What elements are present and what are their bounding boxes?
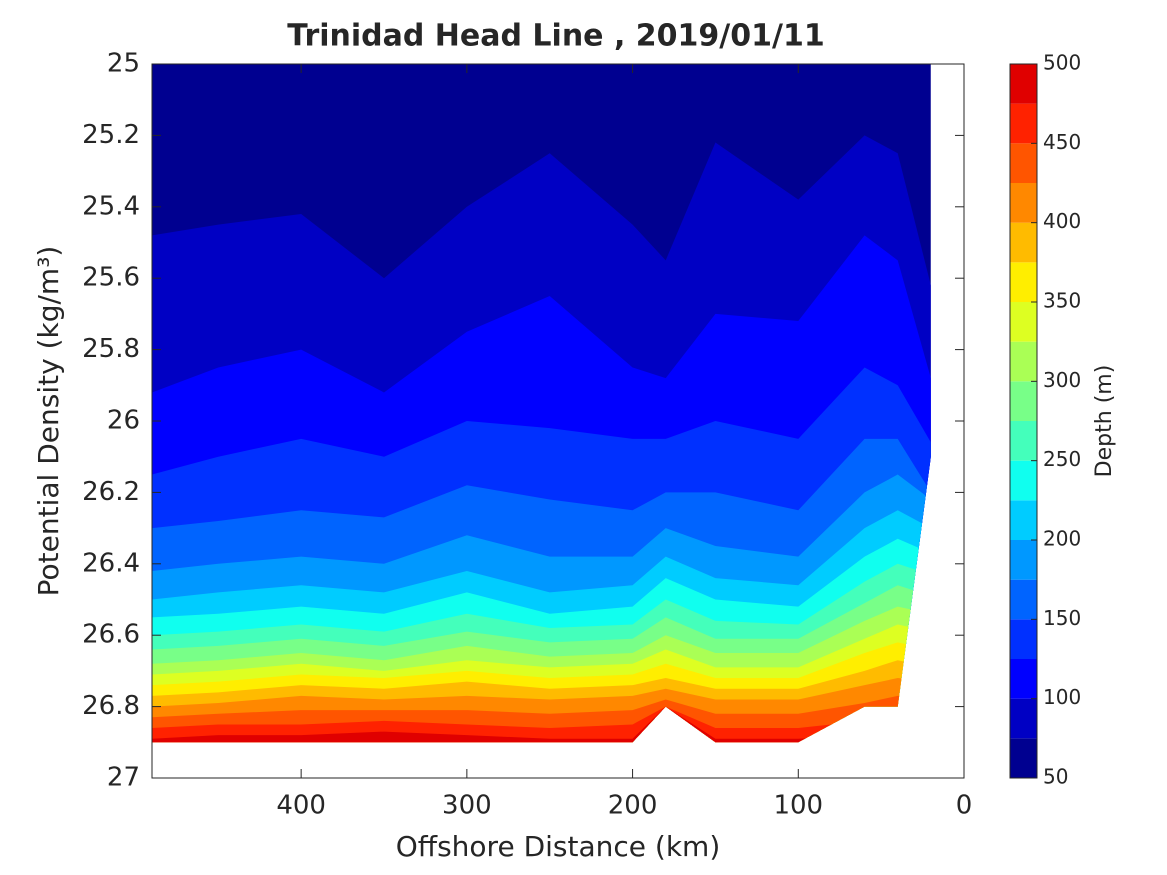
colorbar-tick-label: 200 (1043, 527, 1081, 551)
colorbar-label: Depth (m) (1092, 365, 1117, 478)
colorbar-tick-label: 450 (1043, 130, 1081, 154)
y-tick-label: 26.4 (82, 548, 140, 578)
contour-fills (152, 64, 931, 743)
colorbar-segment (1010, 103, 1037, 144)
x-axis-label: Offshore Distance (km) (396, 830, 721, 863)
colorbar-tick-label: 50 (1043, 765, 1068, 789)
colorbar-segment (1010, 421, 1037, 461)
y-tick-label: 26.2 (82, 477, 140, 507)
colorbar-tick-label: 300 (1043, 368, 1081, 392)
y-tick-label: 27 (107, 763, 140, 793)
x-tick-label: 100 (773, 791, 823, 821)
colorbar-segment (1010, 222, 1037, 263)
y-tick-label: 26 (107, 406, 140, 436)
y-tick-label: 26.6 (82, 620, 140, 650)
chart-title: Trinidad Head Line , 2019/01/11 (287, 19, 824, 54)
colorbar-segment (1010, 64, 1037, 104)
y-tick-label: 26.8 (82, 691, 140, 721)
colorbar-segment (1010, 738, 1037, 778)
y-axis-label: Potential Density (kg/m³) (32, 246, 65, 597)
colorbar-frame (1009, 63, 1038, 779)
colorbar-segment (1010, 500, 1037, 540)
y-tick-label: 25 (107, 49, 140, 79)
colorbar-segment (1010, 381, 1037, 421)
colorbar-segment (1010, 579, 1037, 620)
colorbar-segment (1010, 302, 1037, 342)
colorbar-tick-label: 250 (1043, 447, 1081, 471)
contour-band (152, 706, 931, 743)
y-tick-label: 25.2 (82, 120, 140, 150)
axes: 400 300 200 100 0 25 25.2 25.4 25.6 25.8 26 26.2 26.… (82, 49, 1081, 821)
colorbar-tick-label: 100 (1043, 685, 1081, 709)
x-tick-label: 0 (956, 791, 973, 821)
x-tick-label: 400 (276, 791, 326, 821)
colorbar-segment (1010, 262, 1037, 302)
colorbar-tick-label: 400 (1043, 209, 1081, 233)
y-tick-label: 25.4 (82, 191, 140, 221)
x-tick-label: 300 (442, 791, 492, 821)
y-tick-label: 25.8 (82, 334, 140, 364)
colorbar-segment (1010, 341, 1037, 382)
colorbar-segment (1010, 698, 1037, 739)
colorbar-segment (1010, 659, 1037, 699)
y-tick-label: 25.6 (82, 263, 140, 293)
colorbar-segment (1010, 619, 1037, 659)
colorbar-tick-label: 500 (1043, 51, 1081, 75)
colorbar-tick-label: 150 (1043, 606, 1081, 630)
colorbar-segment (1010, 143, 1037, 183)
colorbar-segment (1010, 540, 1037, 580)
x-tick-label: 200 (608, 791, 658, 821)
colorbar-tick-label: 350 (1043, 289, 1081, 313)
colorbar-segment (1010, 183, 1037, 223)
colorbar-segment (1010, 460, 1037, 501)
